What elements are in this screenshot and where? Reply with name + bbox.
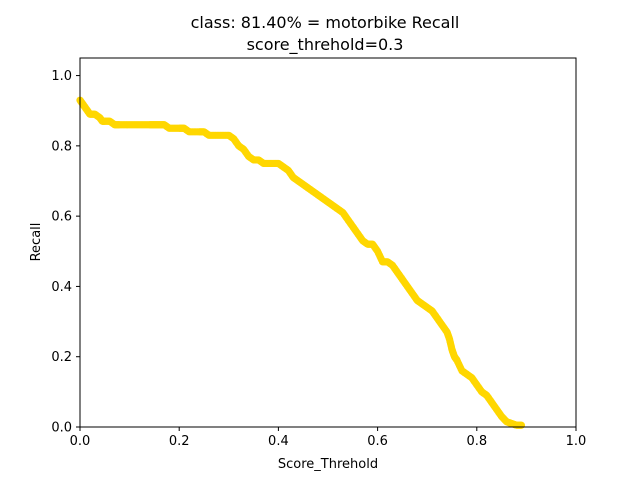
- y-tick-label: 0.8: [51, 139, 72, 154]
- x-tick-label: 1.0: [566, 434, 587, 449]
- x-tick-label: 0.8: [466, 434, 487, 449]
- chart-subtitle: score_threhold=0.3: [247, 35, 404, 55]
- y-tick-label: 0.6: [51, 210, 72, 225]
- y-axis-label: Recall: [29, 223, 44, 262]
- data-point: [517, 421, 526, 429]
- y-tick-label: 0.0: [51, 421, 72, 436]
- x-axis-label: Score_Threhold: [278, 457, 378, 472]
- plot-frame: [79, 57, 577, 428]
- y-axis-ticks: 0.0 0.2 0.4 0.6 0.8 1.0: [51, 69, 80, 436]
- y-tick-label: 0.2: [51, 350, 72, 365]
- x-tick-label: 0.0: [70, 434, 91, 449]
- x-axis-ticks: 0.0 0.2 0.4 0.6 0.8 1.0: [70, 427, 587, 449]
- x-tick-label: 0.2: [169, 434, 190, 449]
- x-tick-label: 0.6: [367, 434, 388, 449]
- y-tick-label: 0.4: [51, 280, 72, 295]
- chart-title: class: 81.40% = motorbike Recall: [191, 13, 460, 32]
- data-points: [76, 96, 526, 429]
- x-tick-label: 0.4: [268, 434, 289, 449]
- y-tick-label: 1.0: [51, 69, 72, 84]
